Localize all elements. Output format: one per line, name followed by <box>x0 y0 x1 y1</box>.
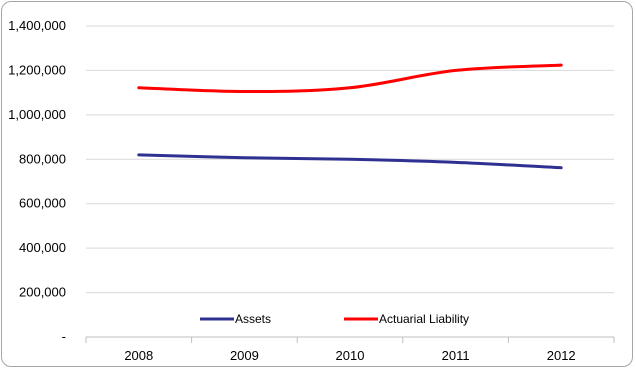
y-tick-label: 800,000 <box>19 151 66 166</box>
axes <box>85 336 615 343</box>
y-tick-label: - <box>62 329 66 344</box>
x-tick-label: 2010 <box>336 348 365 363</box>
y-tick-label: 1,400,000 <box>8 18 66 33</box>
y-tick-label: 600,000 <box>19 196 66 211</box>
x-tick-label: 2012 <box>547 348 576 363</box>
y-tick-label: 1,000,000 <box>8 107 66 122</box>
series-line <box>137 63 563 94</box>
series-lines <box>137 63 563 170</box>
legend-label: Actuarial Liability <box>379 312 469 326</box>
legend-label: Assets <box>235 312 271 326</box>
y-tick-labels: - 200,000 400,000 600,000 800,000 1,000,000 1,… <box>8 18 66 344</box>
x-tick-label: 2009 <box>230 348 259 363</box>
y-tick-label: 200,000 <box>19 285 66 300</box>
x-tick-label: 2008 <box>124 348 153 363</box>
x-tick-labels: 2008 2009 2010 2011 2012 <box>124 348 575 363</box>
legend: Assets Actuarial Liability <box>200 312 469 326</box>
y-tick-label: 1,200,000 <box>8 62 66 77</box>
series-line <box>137 153 563 170</box>
gridlines <box>86 25 614 294</box>
y-tick-label: 400,000 <box>19 240 66 255</box>
x-tick-label: 2011 <box>442 348 470 363</box>
